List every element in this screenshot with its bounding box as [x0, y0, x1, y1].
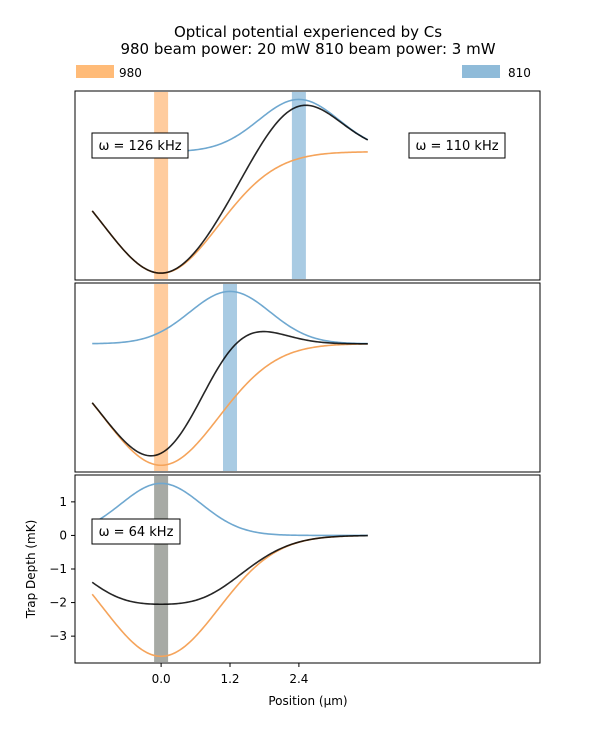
legend-label-810: 810: [508, 66, 531, 80]
beam-810-bar: [223, 284, 237, 471]
panel-3: 1 0 −1 −2 −3 ω = 64 kHz: [49, 474, 541, 664]
y-tick-label: −2: [49, 596, 67, 610]
legend: 980 810: [76, 65, 531, 80]
curve-980: [91, 534, 368, 658]
annotation-label: ω = 110 kHz: [415, 139, 498, 154]
curve-810: [92, 290, 368, 345]
curve-980: [91, 343, 368, 467]
curve-810: [91, 482, 368, 537]
beam-980-bar: [154, 284, 169, 471]
annotation-label: ω = 64 kHz: [99, 525, 174, 540]
panels-group: ω = 126 kHz ω = 110 kHz 1 0 −1 −2 −3 ω = 64 kHz…: [49, 90, 541, 686]
beam-980-bar: [154, 92, 169, 279]
curve-980: [91, 151, 368, 275]
y-tick-label: −3: [49, 629, 67, 643]
x-axis-label: Position (μm): [268, 694, 347, 708]
panel-frame: [74, 90, 541, 281]
curve-total: [91, 330, 368, 457]
beam-810-bar: [291, 92, 306, 279]
y-tick-label: 1: [59, 495, 67, 509]
legend-label-980: 980: [119, 66, 142, 80]
x-tick-label: 0.0: [152, 672, 171, 686]
annotation-label: ω = 126 kHz: [98, 139, 181, 154]
panel-frame: [74, 282, 541, 473]
beam-overlap-bar: [154, 476, 169, 662]
legend-swatch-980: [76, 65, 114, 78]
panel-1: ω = 126 kHz ω = 110 kHz: [74, 90, 541, 281]
panel-frame: [74, 474, 541, 664]
chart-subtitle: 980 beam power: 20 mW 810 beam power: 3 …: [120, 40, 495, 58]
annotation-box: [91, 518, 181, 545]
y-tick-label: 0: [59, 528, 67, 542]
y-axis-label: Trap Depth (mK): [24, 520, 38, 620]
annotation-box: [91, 132, 189, 159]
legend-swatch-810: [462, 65, 500, 78]
annotation-box: [408, 132, 506, 159]
y-tick-label: −1: [49, 562, 67, 576]
x-tick-label: 2.4: [289, 672, 308, 686]
x-tick-label: 1.2: [220, 672, 239, 686]
panel-2: [74, 282, 541, 473]
curve-total: [91, 534, 368, 606]
curve-total: [91, 104, 369, 274]
chart-title: Optical potential experienced by Cs: [174, 23, 442, 41]
